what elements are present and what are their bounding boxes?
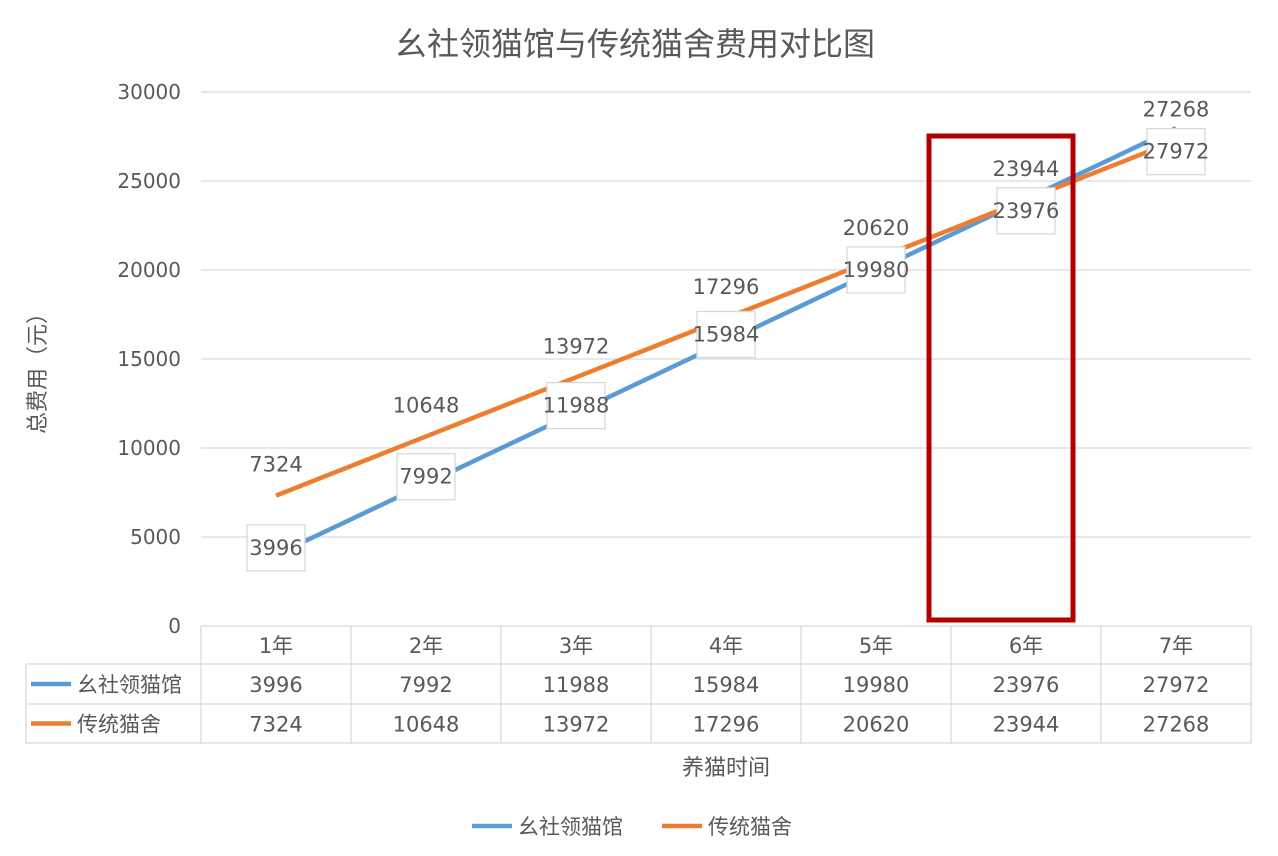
y-tick-label: 0	[168, 614, 181, 638]
table-cell: 7324	[249, 713, 302, 737]
legend: 幺社领猫馆 传统猫舍	[472, 815, 792, 839]
y-tick-label: 15000	[117, 347, 181, 371]
table-cell: 15984	[693, 673, 760, 697]
data-label-box	[396, 453, 456, 501]
x-category-label: 2年	[409, 634, 443, 658]
table-cell: 3996	[249, 673, 302, 697]
y-tick-label: 30000	[117, 80, 181, 104]
x-category-label: 7年	[1159, 634, 1193, 658]
table-cell: 23944	[993, 713, 1060, 737]
legend-label: 幺社领猫馆	[518, 815, 623, 839]
data-label-series-2: 20620	[843, 216, 910, 240]
legend-label: 传统猫舍	[708, 815, 792, 839]
highlight-box	[926, 133, 1076, 623]
table-cell: 7992	[399, 673, 452, 697]
data-label-series-1: 11988	[543, 394, 610, 418]
table-cell: 23976	[993, 673, 1060, 697]
x-category-label: 5年	[859, 634, 893, 658]
table-cell: 17296	[693, 713, 760, 737]
table-cell: 13972	[543, 713, 610, 737]
x-category-label: 1年	[259, 634, 293, 658]
data-label-series-2: 10648	[393, 393, 460, 417]
table-series-name: 传统猫舍	[77, 713, 161, 737]
x-axis-title: 养猫时间	[682, 756, 770, 781]
y-tick-label: 10000	[117, 436, 181, 460]
data-label-series-1: 19980	[843, 258, 910, 282]
x-category-label: 4年	[709, 634, 743, 658]
data-label-series-2: 7324	[249, 453, 302, 477]
data-label-box	[996, 187, 1056, 235]
data-label-series-1: 15984	[693, 322, 760, 346]
data-label-series-1: 3996	[249, 536, 302, 560]
table-cell: 10648	[393, 713, 460, 737]
data-label-series-1: 23976	[993, 199, 1060, 223]
data-label-box	[696, 310, 756, 359]
data-label-series-2: 17296	[693, 275, 760, 299]
data-label-series-1: 27972	[1143, 140, 1210, 164]
table-series-name: 幺社领猫馆	[77, 673, 182, 697]
data-label-box	[546, 381, 606, 430]
data-label-series-2: 23944	[993, 157, 1060, 181]
table-cell: 27268	[1143, 713, 1210, 737]
y-axis-title: 总费用（元）	[26, 302, 51, 434]
data-label-box	[1146, 127, 1206, 176]
data-label-series-2: 13972	[543, 334, 610, 358]
data-label-box	[846, 246, 906, 294]
data-labels: 7324 3996 10648 7992 13972 11988 17296 15984 206…	[246, 98, 1210, 572]
chart-title: 幺社领猫馆与传统猫舍费用对比图	[395, 25, 875, 63]
table-cell: 19980	[843, 673, 910, 697]
table-cell: 11988	[543, 673, 610, 697]
x-category-label: 3年	[559, 634, 593, 658]
table-cell: 20620	[843, 713, 910, 737]
highlight	[926, 133, 1076, 623]
gridlines: 0 5000 10000 15000 20000 25000 30000	[117, 80, 1251, 638]
data-label-series-1: 7992	[399, 465, 452, 489]
data-label-series-2: 27268	[1143, 98, 1210, 122]
x-category-label: 6年	[1009, 634, 1043, 658]
data-label-box	[246, 524, 306, 572]
table-cell: 27972	[1143, 673, 1210, 697]
y-tick-label: 5000	[130, 525, 181, 549]
y-tick-label: 20000	[117, 258, 181, 282]
y-tick-label: 25000	[117, 169, 181, 193]
